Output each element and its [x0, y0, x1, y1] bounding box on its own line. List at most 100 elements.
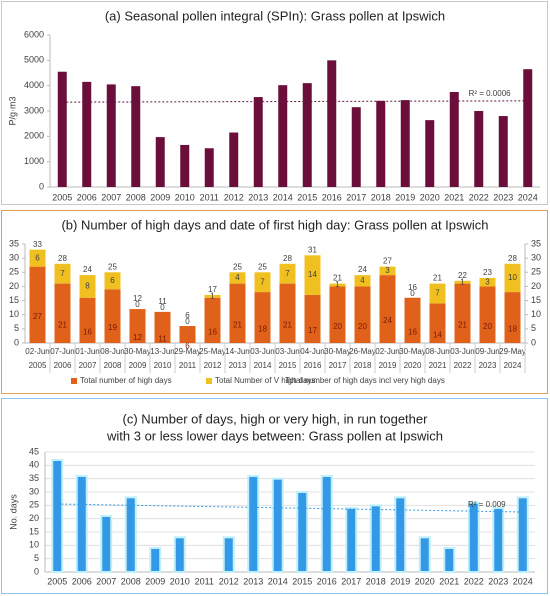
bar — [394, 496, 407, 574]
chart-title: (c) Number of days, high or very high, i… — [123, 411, 429, 426]
y2-tick-label: 15 — [531, 295, 541, 305]
group-label: 2016 — [304, 361, 322, 370]
group-label: 2023 — [479, 361, 497, 370]
bar-segment — [379, 266, 396, 276]
bar — [425, 120, 435, 187]
x-tick-label: 29-May — [499, 347, 526, 356]
x-tick-label: 2023 — [493, 192, 513, 202]
x-tick-label: 01-Jun — [75, 347, 99, 356]
x-tick-label: 2009 — [145, 576, 165, 586]
bar — [173, 536, 186, 573]
total-label: 24 — [83, 265, 92, 274]
data-label: 20 — [358, 322, 367, 331]
data-label: 27 — [33, 312, 42, 321]
bar — [327, 60, 337, 188]
bar-segment — [429, 283, 446, 304]
x-tick-label: 2006 — [72, 576, 92, 586]
bar — [443, 547, 456, 573]
group-label: 2010 — [154, 361, 172, 370]
y2-tick-label: 5 — [531, 323, 536, 333]
total-label: 6 — [185, 311, 190, 320]
chart-title: (a) Seasonal pollen integral (SPIn): Gra… — [105, 8, 445, 23]
data-label: 16 — [83, 327, 92, 336]
bar-segment — [229, 283, 246, 343]
trend-line — [62, 100, 528, 103]
bar-segment — [504, 292, 521, 343]
data-label: 7 — [435, 289, 440, 298]
group-label: 2014 — [254, 361, 272, 370]
x-tick-label: 2012 — [219, 576, 239, 586]
panel-c-frame — [1, 398, 548, 594]
y-tick-label: 20 — [29, 513, 39, 523]
group-label: 2021 — [429, 361, 447, 370]
bar — [498, 116, 508, 187]
x-tick-label: 03-Jun — [250, 347, 274, 356]
bar — [271, 477, 284, 573]
bar — [204, 148, 214, 187]
total-label: 24 — [358, 265, 367, 274]
total-label: 25 — [258, 262, 267, 271]
legend-swatch — [71, 378, 77, 384]
data-label: 1 — [210, 291, 215, 300]
bar — [51, 459, 64, 573]
legend-label: Total number of high days — [80, 376, 172, 385]
trend-line — [57, 503, 523, 513]
x-tick-label: 2018 — [366, 576, 386, 586]
y-tick-label: 5 — [14, 323, 19, 333]
y-tick-label: 30 — [29, 486, 39, 496]
x-tick-label: 2014 — [268, 576, 288, 586]
y-tick-label: 5000 — [24, 55, 44, 65]
total-label: 28 — [58, 254, 67, 263]
bar — [296, 491, 309, 573]
bar — [345, 507, 358, 573]
total-label: 23 — [483, 268, 492, 277]
x-tick-label: 2007 — [96, 576, 116, 586]
total-label: 11 — [158, 297, 167, 306]
y-tick-label: 20 — [9, 281, 19, 291]
x-tick-label: 2017 — [341, 576, 361, 586]
bar-segment — [204, 294, 221, 298]
y-tick-label: 0 — [34, 566, 39, 576]
y-tick-label: 30 — [9, 253, 19, 263]
total-label: 22 — [458, 271, 467, 280]
total-label: 16 — [408, 283, 417, 292]
x-tick-label: 03-Jun — [450, 347, 474, 356]
panel-b-frame — [1, 210, 548, 394]
bar-segment — [29, 266, 46, 343]
legend-label: Total number of high days incl very high… — [285, 376, 445, 385]
bar-segment — [479, 277, 496, 287]
bar-segment — [379, 275, 396, 343]
x-tick-label: 2005 — [47, 576, 67, 586]
bar-segment — [179, 326, 196, 343]
data-label: 20 — [333, 322, 342, 331]
bar — [302, 83, 312, 187]
bar-segment — [54, 283, 71, 343]
data-label: 16 — [208, 327, 217, 336]
data-label: 0 — [160, 303, 165, 312]
data-label: 20 — [483, 322, 492, 331]
x-tick-label: 2008 — [121, 576, 141, 586]
total-label: 21 — [433, 274, 442, 283]
x-tick-label: 08-Jun — [100, 347, 124, 356]
group-label: 2011 — [179, 361, 197, 370]
bar — [149, 547, 162, 573]
x-tick-label: 03-Jun — [275, 347, 299, 356]
y-tick-label: 6000 — [24, 29, 44, 39]
x-tick-label: 2022 — [464, 576, 484, 586]
data-label: 21 — [58, 320, 67, 329]
x-tick-label: 2024 — [513, 576, 533, 586]
data-label: 14 — [433, 330, 442, 339]
data-label: 3 — [485, 277, 490, 286]
bar — [253, 97, 263, 187]
data-label: 8 — [85, 282, 90, 291]
bar-segment — [454, 283, 471, 343]
bar-segment — [104, 289, 121, 343]
total-label: 25 — [108, 262, 117, 271]
data-label: 12 — [133, 333, 142, 342]
x-tick-label: 2023 — [488, 576, 508, 586]
bar-segment — [79, 297, 96, 343]
data-label: 18 — [508, 325, 517, 334]
x-tick-label: 2013 — [243, 576, 263, 586]
y-tick-label: 35 — [9, 238, 19, 248]
bar — [124, 496, 137, 574]
